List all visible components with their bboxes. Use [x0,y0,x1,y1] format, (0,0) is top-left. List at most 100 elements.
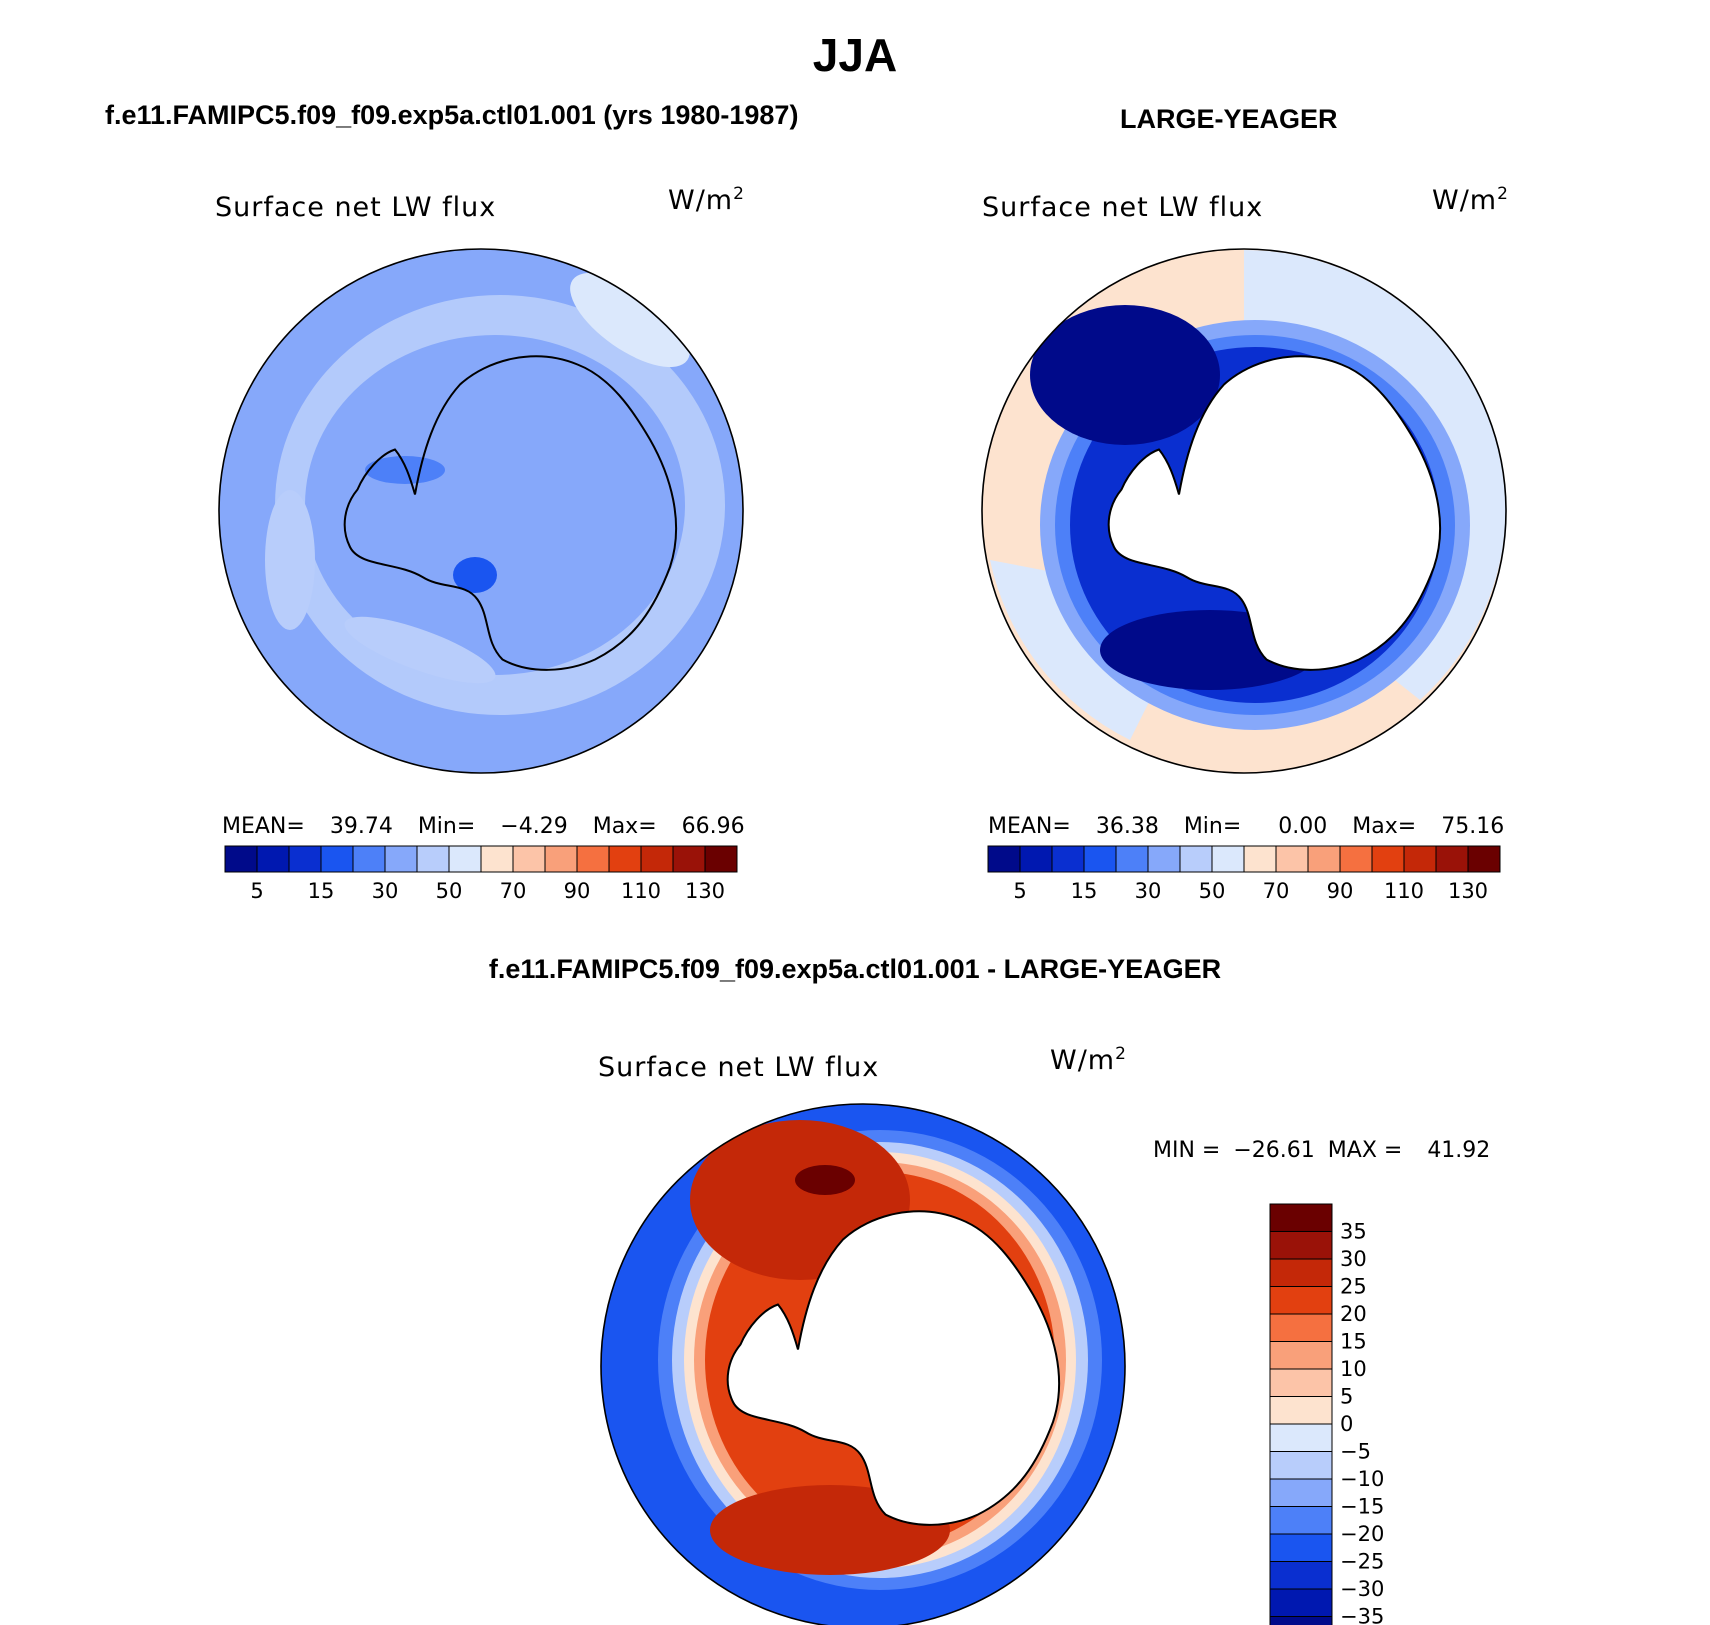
panel3-map [600,1103,1126,1625]
panel1-colorbar-tick-4: 70 [500,879,527,903]
panel2-colorbar-box-4 [1115,845,1149,873]
panel3-map-boundary [600,1103,1126,1625]
panel2-colorbar-box-13 [1403,845,1437,873]
panel1-colorbar-box-6 [416,845,450,873]
panel3-colorbar-box-9 [1269,1451,1333,1480]
panel1-max-value: 66.96 [681,814,745,839]
panel1-colorbar-box-8 [480,845,514,873]
panel3-colorbar-tick-13: −30 [1340,1577,1384,1601]
panel2-colorbar-tick-1: 15 [1071,879,1098,903]
panel3-colorbar-box-6 [1269,1368,1333,1397]
panel2-colorbar-box-11 [1339,845,1373,873]
panel3-colorbar-tick-1: 30 [1340,1247,1367,1271]
panel1-colorbar-box-10 [544,845,578,873]
panel2-case-title: LARGE-YEAGER [1120,104,1338,134]
panel2-min-label: Min= [1183,814,1242,839]
panel3-max-label: MAX = [1327,1138,1403,1163]
panel2-colorbar-box-1 [1019,845,1053,873]
panel2-max-value: 75.16 [1441,814,1505,839]
panel1-colorbar-box-13 [640,845,674,873]
panel1-map [218,248,744,774]
panel3-colorbar-box-10 [1269,1478,1333,1507]
panel1-colorbar-tick-7: 130 [685,879,725,903]
panel3-colorbar-box-11 [1269,1506,1333,1535]
panel2-variable-label: Surface net LW flux [982,192,1264,223]
panel2-map [981,248,1507,774]
panel2-colorbar-tick-2: 30 [1135,879,1162,903]
panel1-mean-label: MEAN= [222,814,305,839]
panel3-units-label: W/m2 [1050,1044,1127,1076]
panel3-colorbar-tick-6: 5 [1340,1385,1353,1409]
panel3-diff-title: f.e11.FAMIPC5.f09_f09.exp5a.ctl01.001 - … [488,954,1222,984]
panel1-dark-patch-2 [453,557,497,593]
panel2-colorbar-box-10 [1307,845,1341,873]
panel2-stats: MEAN= 36.38 Min= 0.00 Max= 75.16 [988,814,1504,839]
panel3-colorbar-box-13 [1269,1561,1333,1590]
panel1-inner-field [305,335,685,675]
panel1-colorbar-tick-1: 15 [308,879,335,903]
panel1-colorbar-box-0 [224,845,258,873]
panel2-colorbar-box-2 [1051,845,1085,873]
panel2-colorbar-box-12 [1371,845,1405,873]
panel1-dark-patch [365,456,445,484]
panel2-colorbar-box-5 [1147,845,1181,873]
panel3-colorbar-box-1 [1269,1231,1333,1260]
panel2-colorbar-box-0 [987,845,1021,873]
panel1-colorbar-box-12 [608,845,642,873]
panel3-colorbar-tick-0: 35 [1340,1220,1367,1244]
panel1-colorbar-box-3 [320,845,354,873]
panel2-colorbar-box-15 [1467,845,1501,873]
panel2-colorbar-box-6 [1179,845,1213,873]
panel1-min-label: Min= [417,814,476,839]
panel1-colorbar-tick-5: 90 [564,879,591,903]
panel3-peak [795,1165,855,1195]
panel3-colorbar-tick-3: 20 [1340,1302,1367,1326]
panel3-min-label: MIN = [1153,1138,1221,1163]
panel2-colorbar-box-3 [1083,845,1117,873]
panel2-min-value: 0.00 [1278,814,1328,839]
panel3-colorbar-tick-7: 0 [1340,1412,1353,1436]
panel1-colorbar-tick-0: 5 [250,879,263,903]
panel3-colorbar-tick-12: −25 [1340,1550,1384,1574]
panel3-colorbar-box-5 [1269,1341,1333,1370]
panel3-colorbar-tick-2: 25 [1340,1275,1367,1299]
panel3-colorbar-box-7 [1269,1396,1333,1425]
panel2-colorbar-tick-6: 110 [1384,879,1424,903]
panel3-colorbar-tick-4: 15 [1340,1330,1367,1354]
panel3-stats: MIN = −26.61 MAX = 41.92 [1153,1138,1490,1163]
panel1-colorbar-box-9 [512,845,546,873]
panel3-colorbar-tick-8: −5 [1340,1440,1371,1464]
panel2-max-label: Max= [1352,814,1417,839]
panel1-variable-label: Surface net LW flux [215,192,497,223]
panel2-units-label: W/m2 [1432,184,1509,216]
panel1-colorbar-box-1 [256,845,290,873]
panel3-variable-label: Surface net LW flux [598,1052,880,1083]
panel2-colorbar-box-14 [1435,845,1469,873]
panel2-colorbar-tick-7: 130 [1448,879,1488,903]
panel2-colorbar-box-7 [1211,845,1245,873]
panel3-colorbar-tick-11: −20 [1340,1522,1384,1546]
panel3-min-value: −26.61 [1233,1138,1315,1163]
panel3-max-value: 41.92 [1427,1138,1491,1163]
panel3-colorbar-box-3 [1269,1286,1333,1315]
panel1-colorbar-box-14 [672,845,706,873]
panel1-colorbar-box-11 [576,845,610,873]
panel2-colorbar-tick-5: 90 [1327,879,1354,903]
panel3-colorbar-box-4 [1269,1313,1333,1342]
panel2-max-weddell [1030,305,1220,445]
panel1-min-value: −4.29 [500,814,568,839]
panel3-colorbar-box-15 [1269,1616,1333,1625]
panel1-case-title: f.e11.FAMIPC5.f09_f09.exp5a.ctl01.001 (y… [105,100,799,130]
panel1-units-label: W/m2 [668,184,745,216]
panel3-colorbar-box-0 [1269,1203,1333,1232]
panel2-colorbar: 5 15 30 50 70 90 110 130 [987,845,1501,903]
panel1-colorbar-tick-6: 110 [621,879,661,903]
panel3-colorbar-box-12 [1269,1533,1333,1562]
panel1-light-patch-west [265,490,315,630]
panel2-colorbar-box-9 [1275,845,1309,873]
panel2-mean-value: 36.38 [1095,814,1159,839]
panel1-map-boundary [218,248,744,774]
panel3-colorbar: 35 30 25 20 15 10 5 0 −5 −10 −15 −20 −25 −30 −35 [1269,1203,1384,1625]
panel3-colorbar-tick-10: −15 [1340,1495,1384,1519]
